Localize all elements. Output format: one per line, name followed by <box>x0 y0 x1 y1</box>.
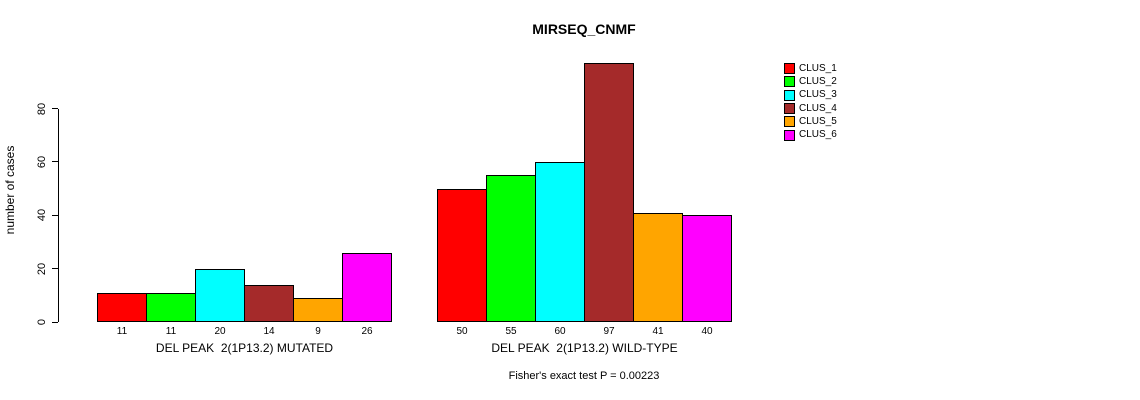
legend-label: CLUS_4 <box>799 102 837 114</box>
fisher-test-annotation: Fisher's exact test P = 0.00223 <box>508 370 660 382</box>
bar-clus_6 <box>342 252 392 322</box>
bar-value-label: 60 <box>554 326 566 337</box>
group-label: DEL PEAK 2(1P13.2) MUTATED <box>155 341 334 355</box>
bar-clus_2 <box>146 292 196 322</box>
bar-value-label: 20 <box>214 326 226 337</box>
legend-swatch-icon <box>784 63 795 75</box>
y-tick <box>52 321 58 323</box>
y-tick <box>52 214 58 216</box>
legend-label: CLUS_6 <box>799 129 837 141</box>
bar-value-label: 55 <box>505 326 517 337</box>
bar-value-label: 11 <box>116 326 128 337</box>
y-tick <box>52 108 58 110</box>
legend-label: CLUS_2 <box>799 75 837 87</box>
bar-value-label: 50 <box>456 326 468 337</box>
legend-item: CLUS_1 <box>784 62 837 75</box>
bar-clus_2 <box>486 175 536 322</box>
legend-label: CLUS_1 <box>799 62 837 74</box>
y-tick-label: 40 <box>36 209 48 222</box>
bar-clus_5 <box>293 297 343 322</box>
y-tick <box>52 161 58 163</box>
legend-label: CLUS_3 <box>799 89 837 101</box>
legend-item: CLUS_6 <box>784 128 837 141</box>
legend-swatch-icon <box>784 116 795 128</box>
legend-swatch-icon <box>784 89 795 101</box>
legend-item: CLUS_3 <box>784 89 837 102</box>
legend-swatch-icon <box>784 76 795 88</box>
bar-value-label: 26 <box>361 326 373 337</box>
bar-clus_5 <box>633 212 683 322</box>
legend-item: CLUS_4 <box>784 102 837 115</box>
y-axis-label: number of cases <box>3 145 17 235</box>
legend: CLUS_1 CLUS_2 CLUS_3 CLUS_4 CLUS_5 CLUS_6 <box>784 62 837 142</box>
y-tick-label: 0 <box>36 318 48 326</box>
bar-value-label: 40 <box>701 326 713 337</box>
bar-clus_3 <box>195 268 245 322</box>
chart-title: MIRSEQ_CNMF <box>532 21 636 37</box>
legend-item: CLUS_2 <box>784 75 837 88</box>
bar-clus_3 <box>535 161 585 322</box>
y-tick-label: 60 <box>36 155 48 169</box>
legend-label: CLUS_5 <box>799 115 837 127</box>
bar-value-label: 11 <box>165 326 177 337</box>
group-label: DEL PEAK 2(1P13.2) WILD-TYPE <box>491 341 678 355</box>
bar-clus_6 <box>682 215 732 322</box>
bar-clus_4 <box>244 284 294 322</box>
y-axis-line <box>58 108 59 322</box>
bar-value-label: 97 <box>603 326 615 337</box>
y-tick-label: 20 <box>36 262 48 275</box>
legend-item: CLUS_5 <box>784 115 837 128</box>
legend-swatch-icon <box>784 103 795 115</box>
bar-clus_4 <box>584 63 634 322</box>
bar-value-label: 9 <box>315 326 321 337</box>
bar-clus_1 <box>97 292 147 322</box>
legend-swatch-icon <box>784 129 795 141</box>
bar-value-label: 41 <box>652 326 664 337</box>
y-tick-label: 80 <box>36 102 48 115</box>
bar-clus_1 <box>437 188 487 322</box>
y-tick <box>52 268 58 270</box>
bar-value-label: 14 <box>263 326 275 337</box>
